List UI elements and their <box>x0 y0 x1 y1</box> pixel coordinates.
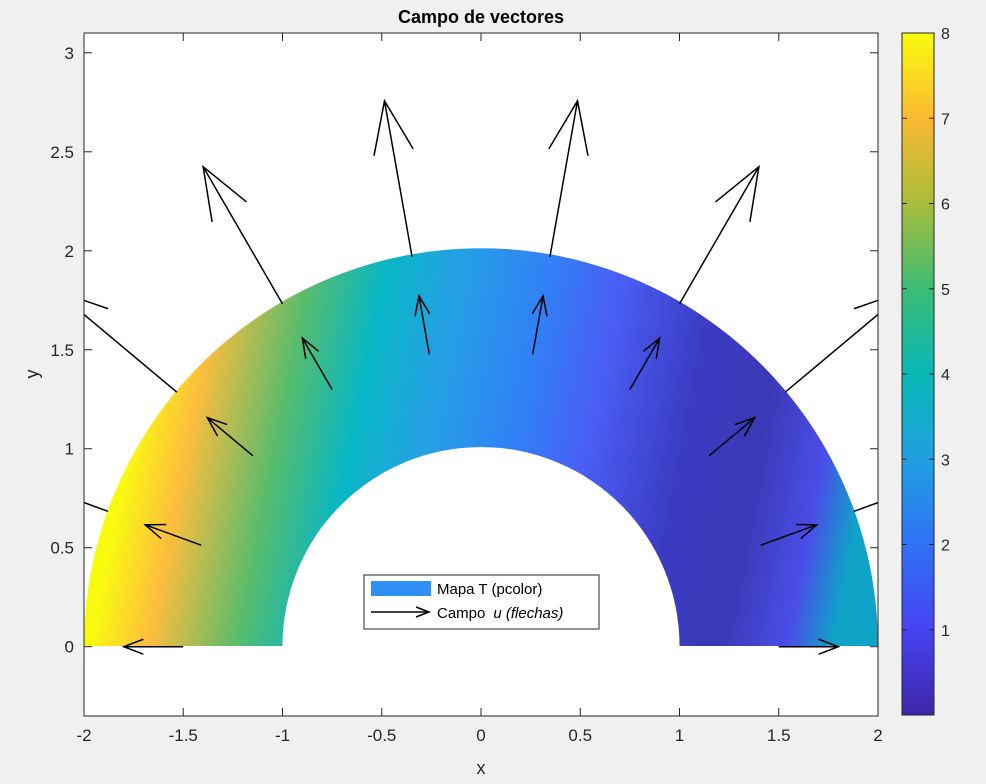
x-tick-label: 2 <box>873 726 882 745</box>
vector-arrow-shaft <box>708 417 756 457</box>
vector-arrow-shaft <box>418 295 431 355</box>
colorbar-tick-label: 6 <box>941 197 950 214</box>
x-tick-label: -1.5 <box>169 726 198 745</box>
legend-label-temperature: Mapa T (pcolor) <box>437 581 542 598</box>
colorbar-tick-label: 5 <box>941 282 950 299</box>
vector-arrow-head <box>143 523 167 540</box>
vector-arrow-head <box>301 336 320 359</box>
x-tick-label: 1 <box>675 726 684 745</box>
vector-arrow-head <box>795 523 819 540</box>
vector-arrow-head <box>947 456 986 493</box>
vector-arrow-shaft <box>206 417 254 457</box>
x-tick-label: -1 <box>275 726 290 745</box>
vector-arrow-head <box>121 638 144 655</box>
chart-title: Campo de vectores <box>398 7 564 27</box>
colorbar-tick-label: 4 <box>941 367 950 384</box>
y-tick-label: 0.5 <box>50 539 74 558</box>
x-tick-label: 0 <box>476 726 485 745</box>
vector-arrow-shaft <box>629 337 661 390</box>
vector-arrow-shaft <box>760 524 818 546</box>
vector-arrow-shaft <box>383 100 413 257</box>
vector-arrow-shaft <box>784 313 878 393</box>
legend-label-field: Campo u (flechas) <box>437 605 563 622</box>
vector-arrow-shaft <box>202 166 284 305</box>
vector-arrow-head <box>531 293 548 317</box>
y-tick-label: 0 <box>65 638 74 657</box>
vector-arrow-head <box>205 416 228 437</box>
colorbar-ticks: 1 2 3 4 5 6 7 8 <box>902 26 950 640</box>
y-tick-label: 1.5 <box>50 341 74 360</box>
vector-arrow-head <box>715 164 760 222</box>
y-axis: 0 0.5 1 1.5 2 2.5 3 <box>50 44 878 657</box>
vector-arrow-head <box>84 299 109 310</box>
colorbar-tick-label: 3 <box>941 452 950 469</box>
x-tick-label: 1.5 <box>767 726 791 745</box>
legend: Mapa T (pcolor) Campo u (flechas) <box>363 574 600 630</box>
x-tick-label: -0.5 <box>367 726 396 745</box>
y-tick-label: 3 <box>65 44 74 63</box>
x-tick-label: 0.5 <box>568 726 592 745</box>
vector-field <box>0 98 986 655</box>
x-axis: -2 -1.5 -1 -0.5 0 0.5 1 1.5 2 <box>76 33 883 745</box>
vector-arrow-head <box>818 638 841 655</box>
y-axis-label: y <box>22 370 42 379</box>
vector-arrow-head <box>414 293 431 317</box>
vector-arrow-shaft <box>531 295 544 355</box>
temperature-map <box>84 248 878 646</box>
vector-arrow-head <box>853 299 878 310</box>
x-tick-label: -2 <box>76 726 91 745</box>
y-tick-label: 2 <box>65 242 74 261</box>
vector-arrow-head <box>373 98 414 156</box>
legend-arrow-head <box>415 606 432 618</box>
vector-arrow-head <box>0 456 15 493</box>
vector-arrow-shaft <box>678 166 760 305</box>
colorbar-tick-label: 2 <box>941 538 950 555</box>
vector-arrow-shaft <box>84 313 178 393</box>
colorbar-tick-label: 1 <box>941 623 950 640</box>
vector-arrow-head <box>734 416 757 437</box>
x-axis-label: x <box>477 758 486 778</box>
legend-swatch-temperature <box>371 581 431 596</box>
vector-arrow-head <box>642 336 661 359</box>
y-tick-label: 1 <box>65 440 74 459</box>
vector-arrow-head <box>548 98 589 156</box>
colorbar-tick-label: 8 <box>941 26 950 43</box>
colorbar-tick-label: 7 <box>941 111 950 128</box>
y-tick-label: 2.5 <box>50 143 74 162</box>
vector-arrow-head <box>202 164 247 222</box>
vector-arrow-shaft <box>549 100 579 257</box>
vector-arrow-shaft <box>301 337 333 390</box>
vector-arrow-shaft <box>144 524 202 546</box>
